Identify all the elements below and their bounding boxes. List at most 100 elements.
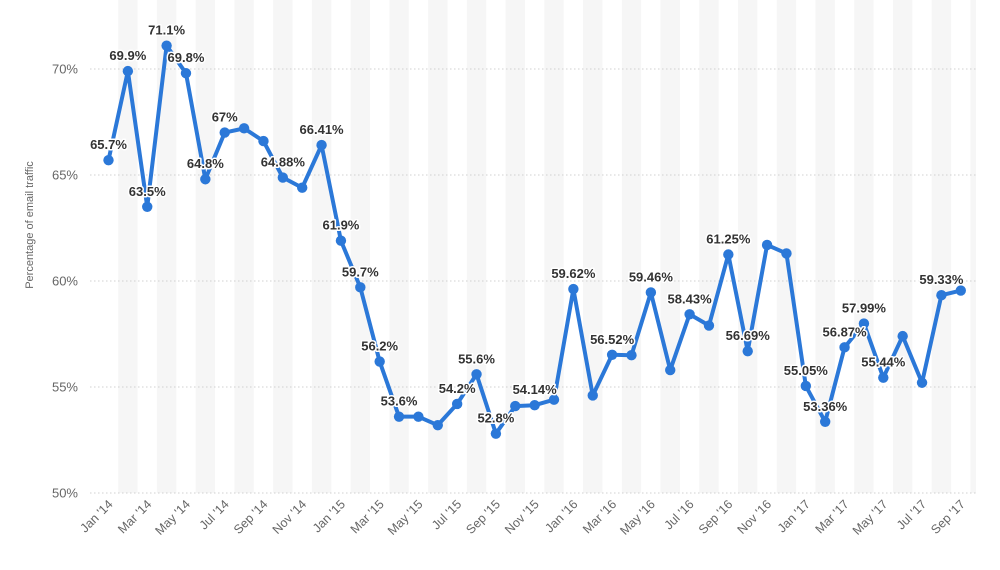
column-band — [815, 0, 835, 493]
data-label: 59.62% — [551, 266, 596, 281]
x-tick-label: Sep '16 — [696, 497, 736, 537]
x-tick-label: May '15 — [385, 497, 426, 538]
data-labels: 65.7% 69.9% 63.5% 71.1% 69.8% 64.8% 67% 64.88% 6… — [89, 21, 966, 427]
x-tick-label: Sep '15 — [463, 497, 503, 537]
data-point — [723, 249, 734, 260]
data-label: 55.05% — [784, 363, 829, 378]
data-label: 55.44% — [861, 355, 906, 370]
x-tick-label: Nov '15 — [502, 497, 542, 537]
data-point — [742, 345, 753, 357]
column-band — [970, 0, 976, 493]
data-point — [839, 342, 850, 353]
data-label: 61.25% — [706, 232, 751, 247]
x-tick-label: Jul '17 — [894, 497, 929, 532]
data-label: 64.88% — [261, 155, 306, 170]
data-point — [355, 282, 366, 293]
data-points — [103, 40, 966, 439]
data-point — [916, 377, 928, 388]
data-point — [432, 419, 443, 431]
x-tick-label: May '16 — [617, 497, 658, 538]
data-point — [103, 154, 114, 166]
data-point — [548, 394, 560, 405]
data-point — [645, 287, 657, 298]
data-label: 61.9% — [323, 218, 360, 233]
column-band — [505, 0, 525, 493]
data-point — [490, 428, 502, 439]
x-tick-label: Jul '14 — [197, 497, 232, 532]
column-band — [776, 0, 797, 493]
data-label: 55.6% — [458, 351, 495, 366]
data-label: 56.69% — [726, 328, 771, 343]
data-point — [122, 65, 134, 77]
column-band — [931, 0, 952, 493]
column-band — [234, 0, 254, 493]
data-point — [238, 123, 250, 134]
data-label: 57.99% — [842, 301, 887, 316]
data-point — [878, 372, 889, 383]
column-band — [428, 0, 448, 493]
x-tick-label: May '17 — [850, 497, 891, 538]
data-point — [703, 320, 715, 331]
data-label: 54.2% — [439, 381, 476, 396]
y-tick-label: 50% — [52, 486, 78, 501]
x-tick-label: Nov '16 — [735, 497, 775, 537]
data-point — [142, 201, 153, 212]
data-label: 56.52% — [590, 332, 635, 347]
data-label: 59.33% — [919, 272, 964, 287]
x-tick-label: Sep '17 — [928, 497, 968, 537]
data-point — [626, 350, 637, 361]
x-tick-label: May '14 — [153, 497, 194, 538]
data-label: 63.5% — [129, 184, 166, 199]
x-tick-label: Jan '16 — [542, 497, 580, 535]
data-label: 69.8% — [168, 50, 205, 65]
data-label: 69.9% — [109, 48, 146, 63]
x-tick-label: Mar '17 — [813, 497, 852, 536]
column-band — [544, 0, 564, 493]
data-point — [316, 139, 327, 151]
data-label: 56.87% — [823, 324, 868, 339]
data-point — [335, 235, 347, 246]
column-band — [660, 0, 680, 493]
x-tick-label: Jan '17 — [775, 497, 813, 535]
data-point — [684, 309, 695, 320]
x-tick-label: Mar '15 — [348, 497, 387, 536]
column-band — [195, 0, 216, 493]
x-tick-label: Mar '16 — [580, 497, 619, 536]
data-point — [180, 68, 192, 79]
column-band — [466, 0, 487, 493]
column-band — [156, 0, 177, 493]
data-point — [665, 364, 676, 376]
data-label: 58.43% — [668, 291, 713, 306]
column-band — [738, 0, 758, 493]
x-tick-label: Jan '14 — [77, 497, 115, 535]
data-point — [606, 349, 618, 360]
column-band — [699, 0, 719, 493]
y-axis-ticks: 50% 55% 60% 65% 70% — [52, 62, 78, 501]
y-tick-label: 55% — [52, 380, 78, 395]
data-point — [277, 172, 289, 183]
data-point — [529, 400, 540, 411]
data-point — [297, 182, 308, 193]
column-band — [350, 0, 370, 493]
data-point — [451, 398, 463, 410]
data-point — [471, 369, 482, 380]
data-label: 65.7% — [90, 137, 127, 152]
y-tick-label: 65% — [52, 168, 78, 183]
data-label: 71.1% — [148, 23, 185, 38]
x-tick-label: Nov '14 — [270, 497, 310, 537]
data-label: 59.7% — [342, 264, 379, 279]
data-label: 66.41% — [300, 122, 345, 137]
data-point — [858, 318, 870, 329]
data-label: 67% — [212, 110, 238, 125]
column-band — [118, 0, 138, 493]
data-point — [568, 283, 579, 295]
x-tick-label: Mar '14 — [115, 497, 154, 536]
data-point — [819, 416, 831, 427]
data-label: 59.46% — [629, 269, 674, 284]
data-point — [955, 285, 966, 296]
data-label: 52.8% — [477, 411, 514, 426]
column-band — [311, 0, 332, 493]
y-axis-title: Percentage of email traffic — [24, 161, 36, 289]
data-point — [413, 411, 424, 422]
